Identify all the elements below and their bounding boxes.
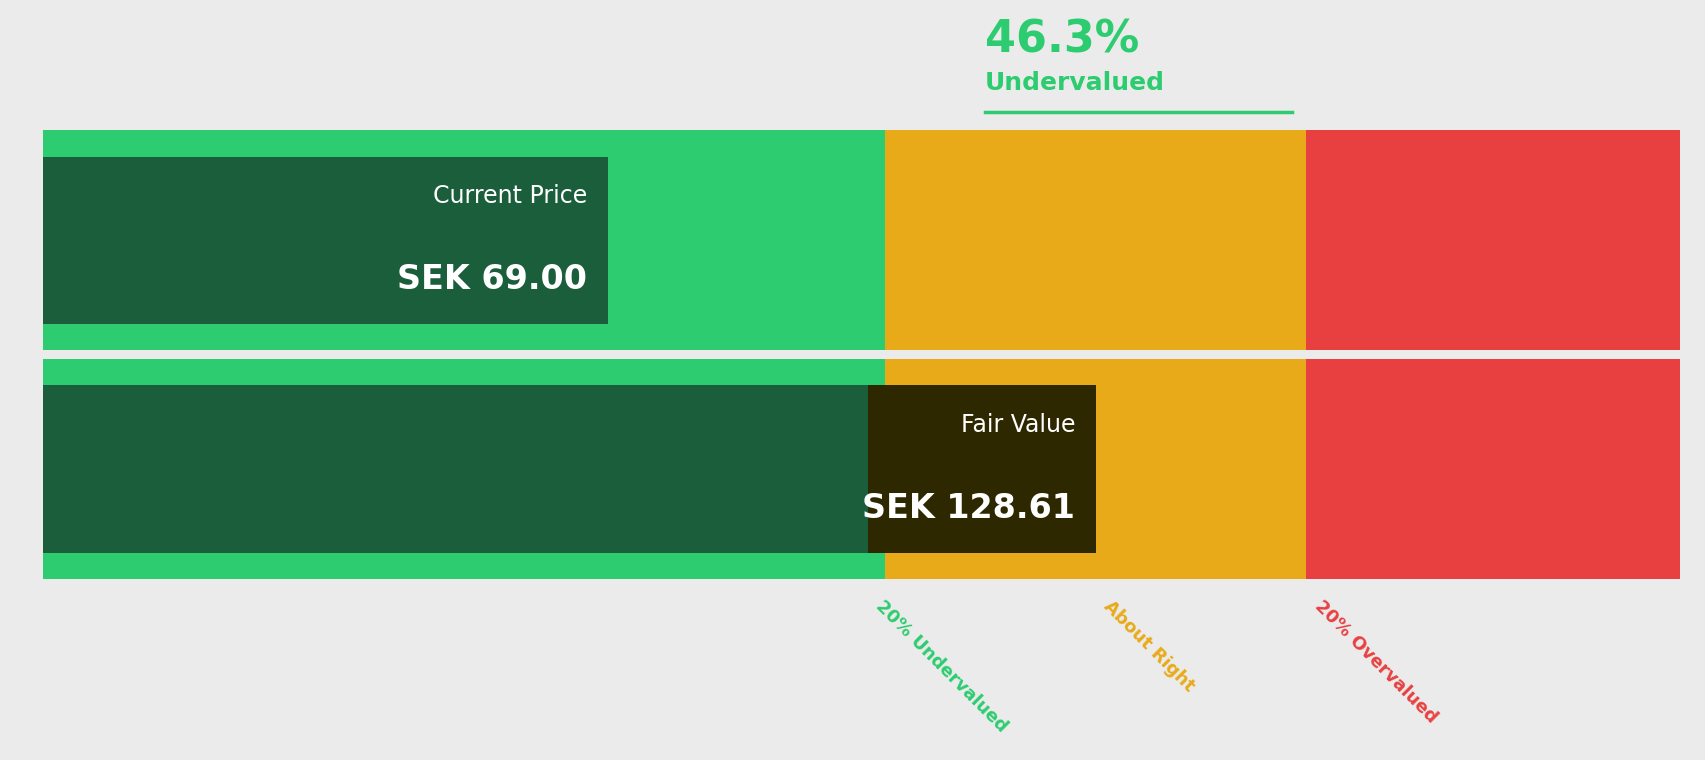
Bar [885,359,1306,579]
Bar [43,359,885,579]
Text: About Right: About Right [1100,597,1197,695]
Bar [1306,359,1679,579]
Text: SEK 128.61: SEK 128.61 [863,492,1074,525]
Bar [43,130,885,350]
Bar [43,385,1095,553]
Text: 20% Undervalued: 20% Undervalued [871,597,1011,736]
Text: 46.3%: 46.3% [984,18,1139,62]
Text: Current Price: Current Price [433,184,587,208]
Bar [885,130,1306,350]
Bar [43,157,607,324]
Text: SEK 69.00: SEK 69.00 [397,264,587,296]
Text: 20% Overvalued: 20% Overvalued [1309,597,1439,727]
Bar [868,385,1095,553]
Bar [1306,130,1679,350]
Text: Undervalued: Undervalued [984,71,1165,95]
Text: Fair Value: Fair Value [960,413,1074,437]
